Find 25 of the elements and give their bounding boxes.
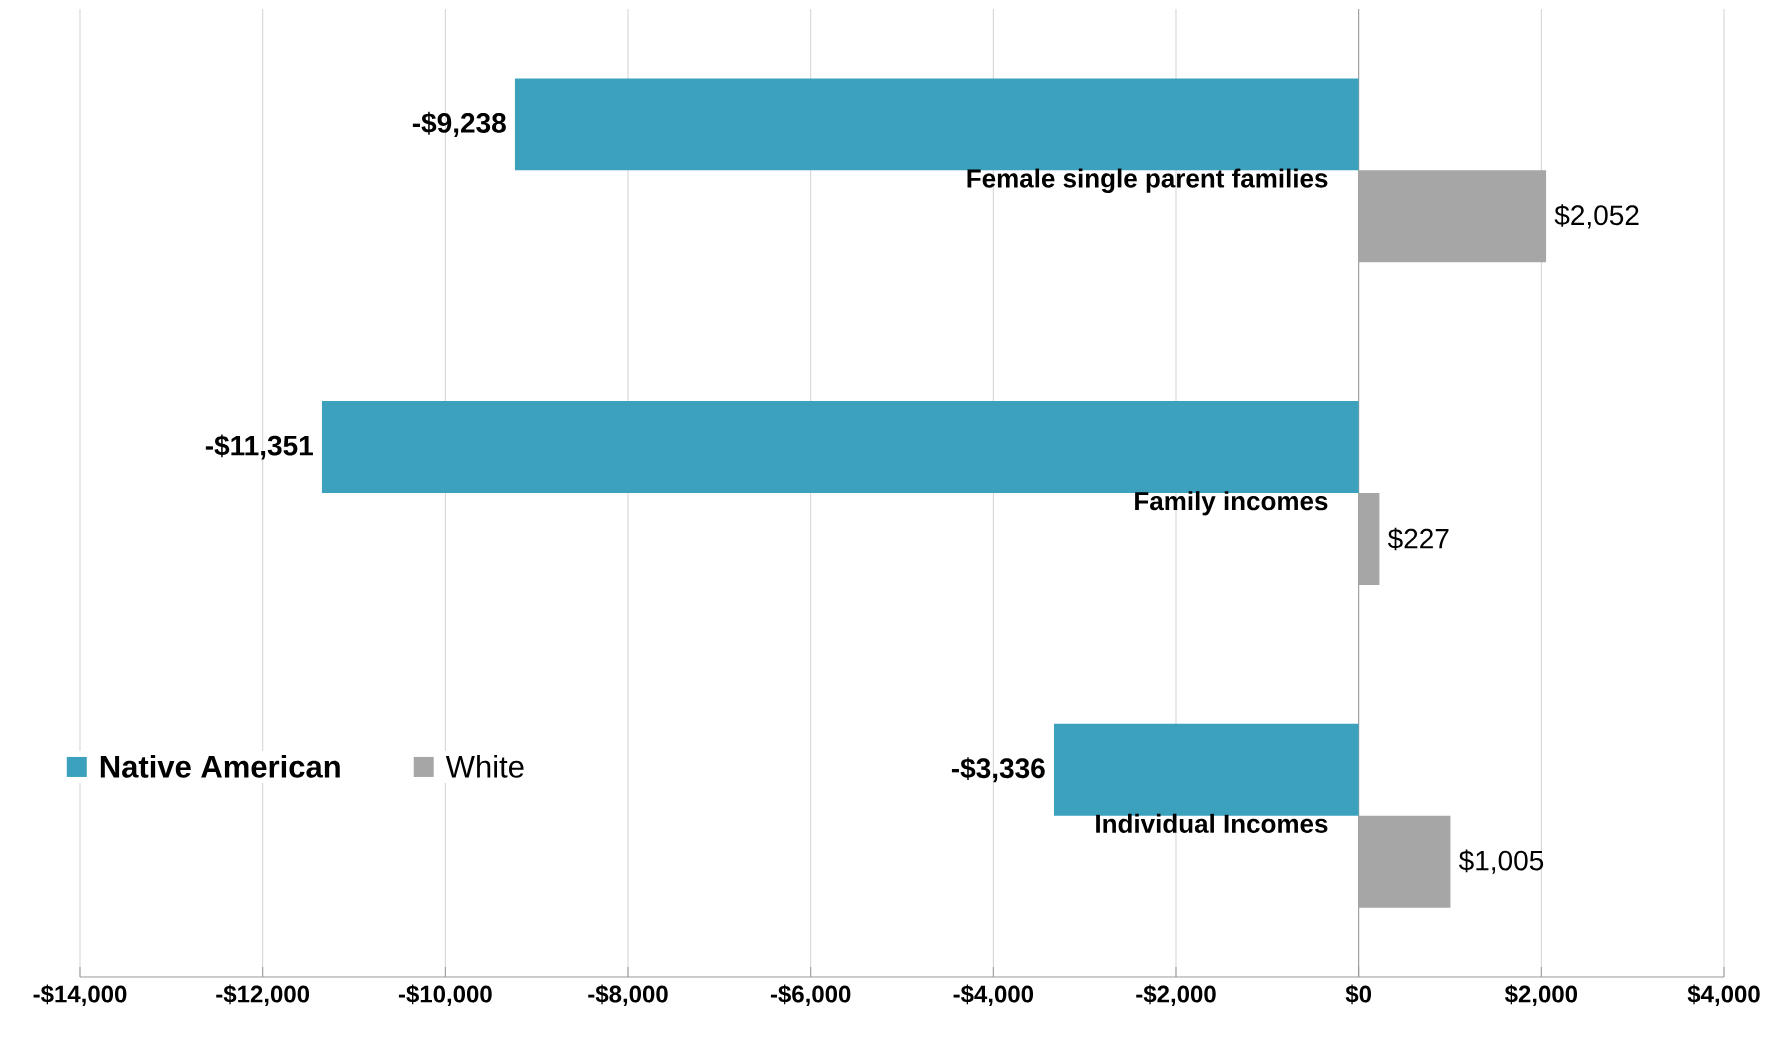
x-tick-label: $2,000 xyxy=(1504,984,1578,1007)
bar xyxy=(1358,170,1547,263)
x-tick-label: -$8,000 xyxy=(588,984,668,1007)
bar xyxy=(1358,493,1380,585)
data-label: $227 xyxy=(1387,527,1449,551)
x-tick-label: -$4,000 xyxy=(953,984,1034,1007)
bar xyxy=(1358,815,1451,908)
data-label: $1,005 xyxy=(1458,849,1544,874)
x-tick-label: -$12,000 xyxy=(216,984,310,1007)
x-tick-label: -$6,000 xyxy=(770,984,851,1007)
y-tick-label: Female single parent families xyxy=(967,168,1328,193)
y-tick-label: Individual Incomes xyxy=(1096,813,1328,833)
y-tick-label: Family incomes xyxy=(1135,491,1328,516)
x-tick-label: $4,000 xyxy=(1687,984,1760,1007)
x-tick-label: -$10,000 xyxy=(398,984,492,1007)
data-label: -$9,238 xyxy=(412,111,506,137)
x-tick-label: -$2,000 xyxy=(1136,984,1216,1007)
data-label: -$11,351 xyxy=(205,434,313,460)
bar xyxy=(321,401,1359,493)
x-tick-label: -$14,000 xyxy=(33,984,127,1007)
legend-label: White xyxy=(445,754,524,778)
legend-label: Native American xyxy=(100,754,340,778)
x-tick-label: $0 xyxy=(1345,984,1372,1005)
data-label: -$3,336 xyxy=(951,757,1045,783)
data-label: $2,052 xyxy=(1554,204,1639,229)
